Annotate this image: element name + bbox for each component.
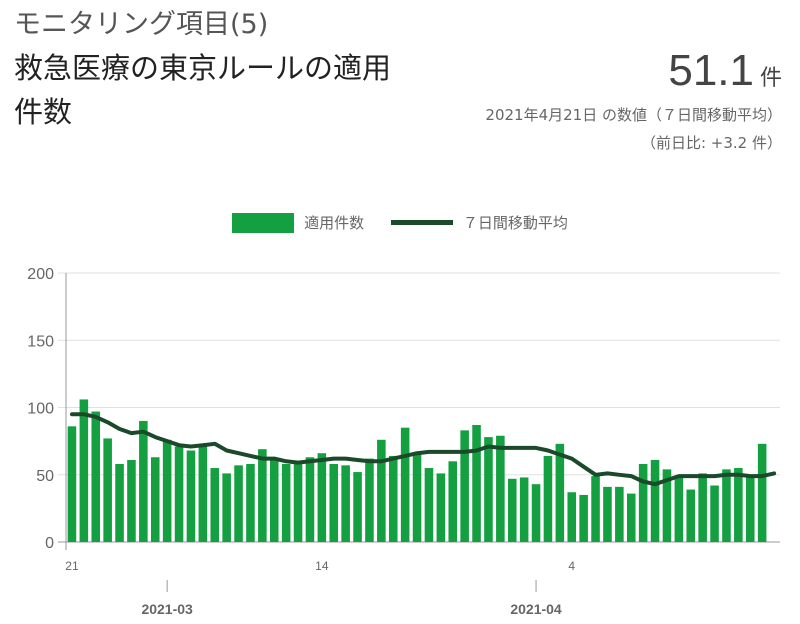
data-bar: [293, 461, 303, 542]
data-bar: [484, 437, 493, 542]
data-bar: [198, 445, 208, 542]
data-bar: [341, 465, 350, 542]
y-tick-label: 200: [27, 266, 54, 283]
data-bar: [377, 439, 386, 542]
data-bar: [246, 463, 255, 542]
data-bar: [734, 468, 743, 542]
data-bar: [615, 486, 624, 542]
x-tick-label: 21: [65, 559, 79, 573]
value-diff-note: （前日比: +3.2 件）: [640, 134, 782, 152]
chart-legend: 適用件数 ７日間移動平均: [0, 212, 800, 233]
data-bar: [674, 477, 684, 542]
data-bar: [436, 473, 446, 542]
value-date-note: 2021年4月21日 の数値（７日間移動平均）: [485, 106, 782, 124]
data-bar: [79, 399, 89, 542]
data-bar: [519, 477, 529, 542]
data-bar: [162, 439, 172, 542]
data-bar: [388, 455, 398, 542]
legend-line-swatch[interactable]: [390, 220, 453, 225]
data-bar: [603, 486, 612, 542]
page-title: 救急医療の東京ルールの適用件数: [14, 51, 392, 129]
moving-average-line: [70, 412, 777, 487]
data-bar: [91, 411, 101, 542]
data-bar: [139, 420, 148, 542]
data-bar: [412, 454, 422, 542]
data-bar: [174, 446, 184, 542]
data-bar: [103, 438, 112, 542]
current-value-number: 51.1: [668, 46, 754, 95]
data-bar: [579, 494, 588, 542]
data-bar: [424, 468, 434, 542]
data-bar: [555, 443, 565, 542]
legend-bar-swatch[interactable]: [232, 212, 295, 233]
data-bar: [472, 424, 481, 542]
page-subtitle: モニタリング項目(5): [14, 9, 269, 40]
month-label: 2021-03: [141, 601, 193, 617]
data-bar: [365, 458, 374, 542]
month-label: 2021-04: [510, 601, 562, 617]
data-bar: [448, 461, 458, 542]
current-value: 51.1 件: [668, 46, 782, 96]
data-bar: [269, 459, 279, 542]
data-bar: [127, 459, 136, 542]
data-bar: [710, 485, 719, 542]
y-tick-label: 150: [27, 333, 54, 350]
data-bar: [507, 478, 517, 542]
data-bar: [686, 489, 696, 542]
data-bar: [150, 457, 160, 542]
data-bar: [567, 492, 577, 542]
data-bar: [329, 463, 339, 542]
data-bar: [460, 430, 469, 542]
data-bar: [258, 449, 267, 542]
y-tick-label: 0: [45, 535, 54, 552]
data-bar: [234, 465, 243, 542]
data-bar: [722, 469, 731, 542]
data-bar: [186, 450, 196, 542]
data-bar: [650, 459, 660, 542]
data-bar: [353, 472, 362, 542]
y-tick-label: 100: [27, 401, 54, 418]
y-tick-label: 50: [36, 468, 54, 485]
value-note: 2021年4月21日 の数値（７日間移動平均） （前日比: +3.2 件）: [485, 101, 782, 157]
data-bar: [626, 493, 636, 542]
data-bar: [67, 426, 77, 542]
legend-line-label[interactable]: ７日間移動平均: [462, 214, 568, 232]
data-bar: [115, 463, 124, 542]
data-bar: [745, 477, 755, 542]
data-bar: [305, 457, 315, 542]
x-tick-label: 4: [568, 559, 575, 573]
data-bar: [317, 453, 327, 542]
data-bar: [222, 473, 231, 542]
data-bar: [757, 443, 767, 542]
data-bar: [638, 463, 648, 542]
data-bar: [543, 455, 553, 542]
data-bar: [496, 435, 505, 542]
data-bar: [698, 473, 707, 542]
data-bar: [531, 484, 541, 542]
data-bar: [281, 463, 291, 542]
legend-bar-label[interactable]: 適用件数: [304, 214, 365, 232]
data-bar: [210, 468, 220, 542]
data-bar: [400, 427, 410, 542]
current-value-unit: 件: [759, 66, 782, 91]
data-bar: [591, 476, 600, 542]
x-tick-label: 14: [315, 559, 329, 573]
data-bar: [662, 469, 672, 542]
